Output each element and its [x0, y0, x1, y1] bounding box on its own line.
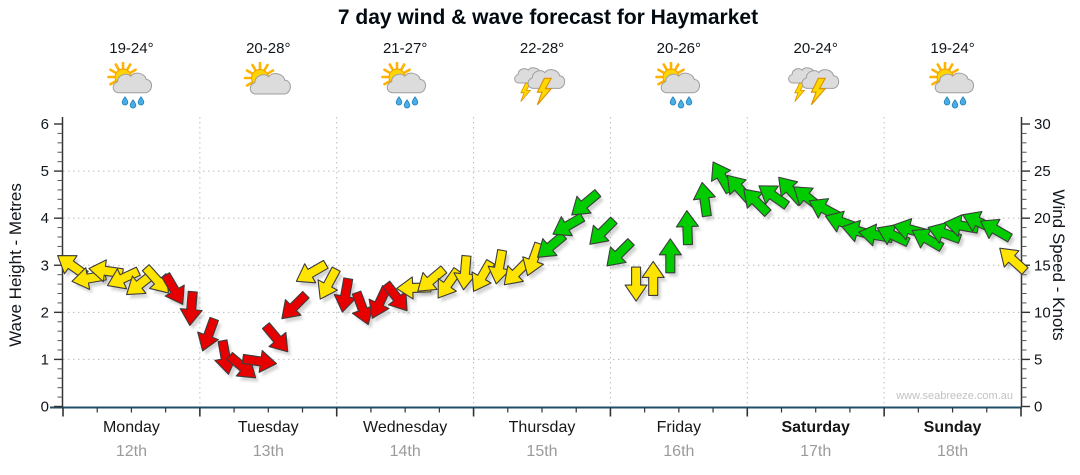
date-label-monday: 12th [115, 443, 147, 460]
day-label-sunday: Sunday [923, 419, 982, 436]
wind-arrow-sunday-7 [999, 247, 1029, 275]
storm-icon [514, 62, 570, 117]
sun-cloud-rain-icon [377, 61, 433, 117]
axes: 0 1 2 3 4 5 6 0 5 10 15 20 25 30 [41, 116, 1051, 417]
storm-icon [787, 62, 844, 117]
date-label-wednesday: 14th [389, 443, 421, 460]
watermark: www.seabreeze.com.au [896, 390, 1013, 402]
wind-arrow-saturday-0 [743, 188, 772, 217]
temp-range-saturday: 20-24° [793, 40, 838, 57]
left-tick-label: 2 [41, 304, 49, 321]
left-axis-title: Wave Height - Metres [6, 183, 25, 347]
date-label-thursday: 15th [526, 443, 558, 460]
temp-range-wednesday: 21-27° [382, 40, 428, 57]
temp-range-tuesday: 20-28° [246, 40, 291, 57]
wind-arrow-wednesday-1 [351, 290, 374, 326]
wind-arrow-monday-3 [106, 266, 141, 290]
day-label-thursday: Thursday [508, 419, 576, 436]
wind-arrow-thursday-3 [522, 241, 544, 277]
wind-arrow-wednesday-2 [368, 285, 392, 319]
arrow-shadows [60, 165, 1032, 382]
wind-arrow-tuesday-6 [295, 259, 329, 284]
wind-arrow-friday-2 [641, 260, 665, 296]
left-tick-label: 0 [41, 399, 49, 416]
day-label-friday: Friday [656, 419, 702, 436]
sun-cloud-icon [240, 61, 296, 117]
right-tick-label: 20 [1034, 210, 1051, 227]
temp-range-sunday: 19-24° [930, 40, 975, 57]
left-tick-label: 4 [41, 210, 49, 227]
wind-arrow-wednesday-7 [453, 254, 477, 291]
wind-arrow-monday-7 [179, 290, 203, 327]
day-label-monday: Monday [102, 419, 160, 436]
sun-cloud-rain-icon [103, 61, 159, 117]
left-tick-label: 5 [41, 163, 49, 180]
right-tick-label: 10 [1034, 304, 1051, 321]
wind-arrow-thursday-1 [487, 249, 511, 285]
page-title: 7 day wind & wave forecast for Haymarket [337, 6, 759, 29]
date-label-saturday: 17th [800, 443, 832, 460]
left-tick-label: 6 [41, 116, 49, 133]
sun-cloud-rain-icon [651, 61, 707, 117]
day-label-wednesday: Wednesday [363, 419, 448, 436]
wind-arrow-tuesday-5 [281, 290, 310, 320]
wind-arrow-monday-6 [161, 272, 185, 305]
wind-arrow-saturday-1 [758, 185, 790, 210]
temp-range-monday: 19-24° [109, 40, 154, 57]
right-tick-label: 15 [1034, 257, 1051, 274]
wind-arrow-tuesday-0 [197, 316, 219, 352]
wind-arrow-wednesday-3 [382, 280, 408, 312]
right-tick-label: 25 [1034, 163, 1051, 180]
day-label-tuesday: Tuesday [237, 419, 299, 436]
gridlines [63, 117, 1021, 407]
wind-arrow-thursday-7 [589, 216, 618, 245]
wind-arrow-thursday-6 [571, 189, 602, 216]
wind-arrows [57, 161, 1029, 379]
right-tick-label: 5 [1034, 351, 1042, 368]
left-tick-label: 1 [41, 351, 49, 368]
right-axis-title: Wind Speed - Knots [1049, 189, 1068, 341]
temp-range-friday: 20-26° [656, 40, 702, 57]
temp-range-thursday: 22-28° [519, 40, 565, 57]
date-label-sunday: 18th [936, 443, 969, 460]
wind-arrow-sunday-2 [911, 228, 945, 252]
wind-arrow-friday-0 [606, 238, 635, 267]
wind-arrow-tuesday-7 [317, 266, 341, 300]
sun-cloud-rain-icon [925, 61, 981, 117]
wind-arrow-friday-5 [692, 181, 716, 218]
wind-arrow-tuesday-4 [261, 322, 289, 353]
wind-arrow-wednesday-0 [333, 277, 357, 313]
day-label-saturday: Saturday [781, 419, 850, 436]
date-label-tuesday: 13th [252, 443, 284, 460]
date-label-friday: 16th [663, 443, 695, 460]
wind-arrow-sunday-6 [980, 218, 1013, 243]
wind-arrow-wednesday-5 [417, 265, 448, 292]
wind-arrow-friday-4 [675, 210, 699, 246]
wind-arrow-friday-3 [658, 238, 682, 274]
wind-arrow-tuesday-3 [241, 349, 278, 373]
left-tick-label: 3 [41, 257, 49, 274]
right-tick-label: 0 [1034, 399, 1042, 416]
right-tick-label: 30 [1034, 116, 1051, 133]
wind-arrow-friday-1 [624, 266, 648, 302]
